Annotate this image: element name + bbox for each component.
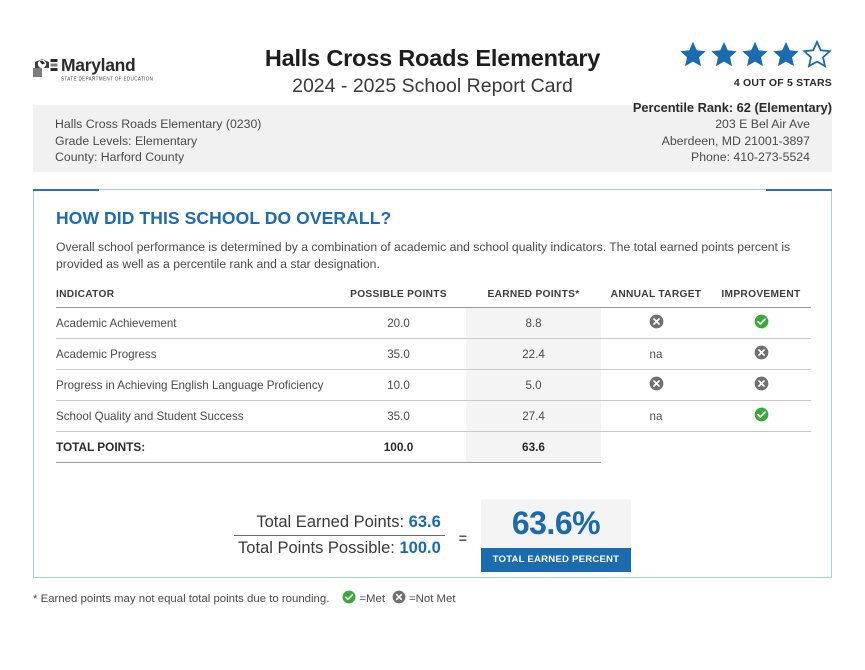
cell-indicator: Academic Achievement xyxy=(56,307,331,339)
total-label: TOTAL POINTS: xyxy=(56,431,331,463)
cell-possible-points: 35.0 xyxy=(331,400,466,432)
panel-heading: HOW DID THIS SCHOOL DO OVERALL? xyxy=(56,208,392,228)
cell-indicator: School Quality and Student Success xyxy=(56,400,331,432)
panel-description: Overall school performance is determined… xyxy=(56,240,791,271)
maryland-seal-icon xyxy=(33,57,59,77)
cell-indicator: Academic Progress xyxy=(56,338,331,370)
equals-sign: = xyxy=(458,529,467,546)
total-improvement-blank xyxy=(711,432,811,463)
star-filled-icon xyxy=(680,41,706,67)
table-row: Academic Achievement 20.0 8.8 xyxy=(56,307,811,339)
total-possible-points: 100.0 xyxy=(331,431,466,463)
footnote-text: * Earned points may not equal total poin… xyxy=(33,592,330,605)
total-annual-target-blank xyxy=(601,432,711,463)
cell-annual-target: na xyxy=(601,338,711,370)
column-header-improvement: IMPROVEMENT xyxy=(711,289,811,308)
not-met-label: =Not Met xyxy=(409,592,456,605)
numerator-value: 63.6 xyxy=(408,513,441,531)
star-outline-icon xyxy=(802,39,832,68)
numerator-label: Total Earned Points: xyxy=(256,513,405,531)
star-filled-icon xyxy=(742,41,768,67)
total-earned-percent-value: 63.6% xyxy=(480,499,631,548)
fraction-denominator: Total Points Possible: 100.0 xyxy=(234,536,445,558)
denominator-value: 100.0 xyxy=(399,539,441,557)
panel-accent-right xyxy=(766,189,832,191)
points-fraction: Total Earned Points: 63.6 Total Points P… xyxy=(234,513,445,558)
star-rating-block: 4 OUT OF 5 STARS Percentile Rank: 62 (El… xyxy=(632,39,832,115)
school-info-band: Halls Cross Roads Elementary (0230) Grad… xyxy=(33,105,832,172)
cell-improvement xyxy=(711,369,811,401)
table-header-row: INDICATOR POSSIBLE POINTS EARNED POINTS*… xyxy=(56,289,811,308)
cell-annual-target xyxy=(601,369,711,401)
column-header-indicator: INDICATOR xyxy=(56,289,331,308)
met-label: =Met xyxy=(359,592,385,605)
column-header-possible-points: POSSIBLE POINTS xyxy=(331,289,466,308)
met-check-icon xyxy=(754,314,769,332)
table-row: Progress in Achieving English Language P… xyxy=(56,369,811,401)
school-name-code: Halls Cross Roads Elementary (0230) xyxy=(55,117,262,131)
total-earned-percent-box: 63.6% TOTAL EARNED PERCENT xyxy=(480,499,631,572)
cell-improvement xyxy=(711,338,811,370)
not-met-x-icon xyxy=(754,376,769,394)
star-filled-icon xyxy=(773,41,799,67)
denominator-label: Total Points Possible: xyxy=(238,539,395,557)
page-header: Maryland STATE DEPARTMENT OF EDUCATION H… xyxy=(0,0,865,115)
page-title: Halls Cross Roads Elementary xyxy=(264,45,601,71)
points-table: INDICATOR POSSIBLE POINTS EARNED POINTS*… xyxy=(56,289,811,463)
title-block: Halls Cross Roads Elementary 2024 - 2025… xyxy=(0,44,865,99)
cell-improvement xyxy=(711,307,811,339)
cell-earned-points: 8.8 xyxy=(466,307,601,339)
total-earned-points: 63.6 xyxy=(466,431,601,463)
cell-possible-points: 20.0 xyxy=(331,307,466,339)
logo-wordmark: Maryland xyxy=(61,55,136,75)
not-met-x-icon xyxy=(649,376,664,394)
panel-accent-left xyxy=(33,189,99,191)
maryland-logo: Maryland STATE DEPARTMENT OF EDUCATION xyxy=(33,55,154,82)
column-header-annual-target: ANNUAL TARGET xyxy=(601,289,711,308)
met-check-icon xyxy=(754,407,769,425)
earned-percent-summary: Total Earned Points: 63.6 Total Points P… xyxy=(56,499,809,572)
cell-possible-points: 35.0 xyxy=(331,338,466,370)
percentile-rank: Percentile Rank: 62 (Elementary) xyxy=(632,100,832,115)
star-filled-icon xyxy=(711,41,737,67)
logo-subtitle: STATE DEPARTMENT OF EDUCATION xyxy=(61,76,154,82)
cell-annual-target: na xyxy=(601,400,711,432)
not-met-x-icon xyxy=(649,314,664,332)
phone-number: Phone: 410-273-5524 xyxy=(691,150,810,164)
star-rating-label: 4 OUT OF 5 STARS xyxy=(733,77,832,89)
cell-earned-points: 27.4 xyxy=(466,400,601,432)
city-state-zip: Aberdeen, MD 21001-3897 xyxy=(661,133,810,148)
table-row: School Quality and Student Success 35.0 … xyxy=(56,400,811,432)
cell-earned-points: 5.0 xyxy=(466,369,601,401)
table-row: Academic Progress 35.0 22.4 na xyxy=(56,338,811,370)
cell-annual-target xyxy=(601,307,711,339)
column-header-earned-points: EARNED POINTS* xyxy=(466,289,601,308)
met-check-icon xyxy=(342,590,356,607)
grade-levels: Grade Levels: Elementary xyxy=(55,133,198,148)
cell-indicator: Progress in Achieving English Language P… xyxy=(56,369,331,401)
school-contact: 203 E Bel Air Ave Aberdeen, MD 21001-389… xyxy=(662,116,810,172)
star-rating xyxy=(633,39,832,73)
overall-performance-panel: HOW DID THIS SCHOOL DO OVERALL? Overall … xyxy=(33,189,832,578)
total-earned-percent-caption: TOTAL EARNED PERCENT xyxy=(480,548,631,572)
footnote: * Earned points may not equal total poin… xyxy=(33,590,865,607)
street-address: 203 E Bel Air Ave xyxy=(715,117,810,131)
page-subtitle: 2024 - 2025 School Report Card xyxy=(292,75,573,97)
cell-possible-points: 10.0 xyxy=(331,369,466,401)
not-met-x-icon xyxy=(392,590,406,607)
not-met-x-icon xyxy=(754,345,769,363)
table-total-row: TOTAL POINTS: 100.0 63.6 xyxy=(56,431,811,463)
cell-earned-points: 22.4 xyxy=(466,338,601,370)
fraction-numerator: Total Earned Points: 63.6 xyxy=(234,513,445,536)
school-identity: Halls Cross Roads Elementary (0230) Grad… xyxy=(55,116,261,172)
cell-improvement xyxy=(711,400,811,432)
county: County: Harford County xyxy=(55,150,185,164)
